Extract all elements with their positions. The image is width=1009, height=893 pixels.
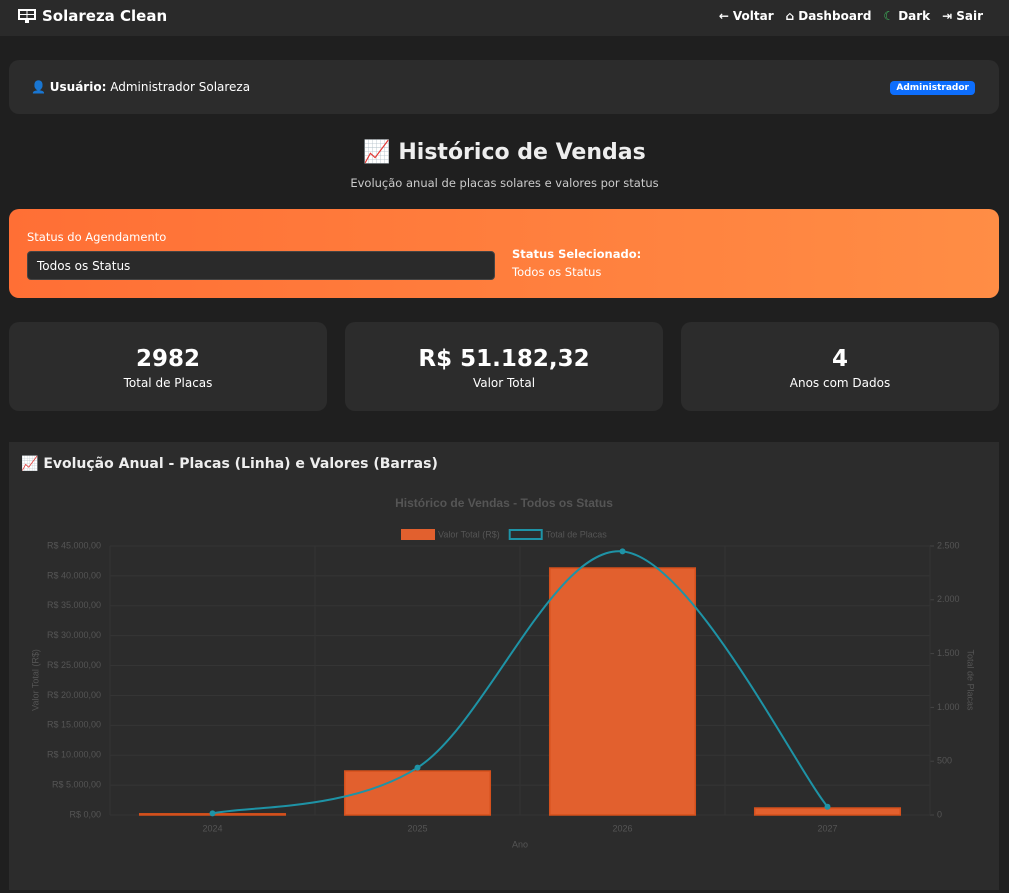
y-tick-label: R$ 25.000,00 xyxy=(47,660,101,670)
nav-item[interactable]: ☾ Dark xyxy=(883,9,931,23)
panel-title-text: Evolução Anual - Placas (Linha) e Valore… xyxy=(43,456,438,472)
y-tick-label: R$ 20.000,00 xyxy=(47,690,101,700)
y-axis-title: Valor Total (R$) xyxy=(30,649,40,711)
y-tick-label: R$ 45.000,00 xyxy=(47,540,101,550)
user-card: 👤 Usuário: Administrador Solareza Admini… xyxy=(9,60,999,114)
y2-tick-label: 1.000 xyxy=(937,702,960,712)
line xyxy=(212,550,829,815)
y2-axis-title: Total de Placas xyxy=(966,649,976,711)
y-tick-label: R$ 10.000,00 xyxy=(47,750,101,760)
y2-tick-label: 500 xyxy=(937,756,952,766)
nav-items: ← Voltar ⌂ Dashboard ☾ Dark ⇥ Sair xyxy=(719,9,983,23)
selected-label: Status Selecionado: xyxy=(512,247,642,261)
brand-text: Solareza Clean xyxy=(42,7,168,25)
legend-swatch xyxy=(508,529,543,540)
x-tick-label: 2025 xyxy=(407,823,427,833)
bar xyxy=(548,567,697,816)
point xyxy=(824,803,831,810)
y2-tick-label: 2.500 xyxy=(937,540,960,550)
user-name: Administrador Solareza xyxy=(110,80,251,94)
y-tick-label: R$ 35.000,00 xyxy=(47,600,101,610)
x-axis-title: Ano xyxy=(512,839,528,849)
nav-label: Dashboard xyxy=(798,9,872,23)
stat-label: Valor Total xyxy=(472,376,536,390)
y-tick-label: R$ 40.000,00 xyxy=(47,570,101,580)
y-tick-label: R$ 30.000,00 xyxy=(47,630,101,640)
legend-label: Total de Placas xyxy=(546,529,608,539)
stat-card: 2982 Total de Placas xyxy=(9,322,327,411)
badge: Administrador xyxy=(890,81,975,95)
nav-label: Voltar xyxy=(732,9,774,23)
point xyxy=(414,764,421,771)
point xyxy=(209,810,216,817)
nav-item[interactable]: ← Voltar xyxy=(718,9,774,23)
chart: Histórico de Vendas - Todos os Status R$… xyxy=(30,496,976,849)
x-tick-label: 2027 xyxy=(817,823,837,833)
selected-value: Todos os Status xyxy=(512,265,602,279)
page-title: 📈 Histórico de Vendas xyxy=(363,140,646,165)
stat-label: Anos com Dados xyxy=(789,376,891,390)
chart-panel: 📈 Evolução Anual - Placas (Linha) e Valo… xyxy=(9,442,999,890)
subtitle: Evolução anual de placas solares e valor… xyxy=(350,176,659,190)
y-tick-label: R$ 5.000,00 xyxy=(52,779,101,789)
y-tick-label: R$ 0,00 xyxy=(69,809,101,819)
bar xyxy=(343,770,492,816)
navbar: Solareza Clean ← Voltar ⌂ Dashboard ☾ Dark … xyxy=(0,0,1009,36)
legend-swatch xyxy=(401,529,435,540)
nav-label: Dark xyxy=(898,9,931,23)
nav-item[interactable]: ⌂ Dashboard xyxy=(785,9,872,23)
nav-item[interactable]: ⇥ Sair xyxy=(942,9,983,23)
legend-label: Valor Total (R$) xyxy=(438,529,500,539)
user-label: Usuário: xyxy=(49,80,107,94)
stat-label: Total de Placas xyxy=(123,376,213,390)
stat-value: 4 xyxy=(831,346,848,372)
panel-title: 📈 Evolução Anual - Placas (Linha) e Valo… xyxy=(21,456,438,472)
y2-tick-label: 1.500 xyxy=(937,648,960,658)
user-info: 👤 Usuário: Administrador Solareza xyxy=(31,80,251,94)
nav-label: Sair xyxy=(956,9,983,23)
stat-value: R$ 51.182,32 xyxy=(418,346,590,372)
stat-card: 4 Anos com Dados xyxy=(681,322,999,411)
point xyxy=(619,548,626,555)
status-select[interactable]: Todos os Status xyxy=(27,251,495,280)
title-text: Histórico de Vendas xyxy=(398,140,646,165)
y-tick-label: R$ 15.000,00 xyxy=(47,720,101,730)
chart-title: Histórico de Vendas - Todos os Status xyxy=(395,496,613,510)
x-tick-label: 2026 xyxy=(612,823,632,833)
brand[interactable]: Solareza Clean xyxy=(18,7,167,25)
filter-panel: Status do Agendamento Todos os Status St… xyxy=(9,209,999,298)
icon xyxy=(18,9,36,23)
stat-card: R$ 51.182,32 Valor Total xyxy=(345,322,663,411)
filter-label: Status do Agendamento xyxy=(27,230,167,244)
x-tick-label: 2024 xyxy=(202,823,222,833)
stat-value: 2982 xyxy=(135,346,200,372)
y2-tick-label: 2.000 xyxy=(937,594,960,604)
y2-tick-label: 0 xyxy=(937,809,942,819)
